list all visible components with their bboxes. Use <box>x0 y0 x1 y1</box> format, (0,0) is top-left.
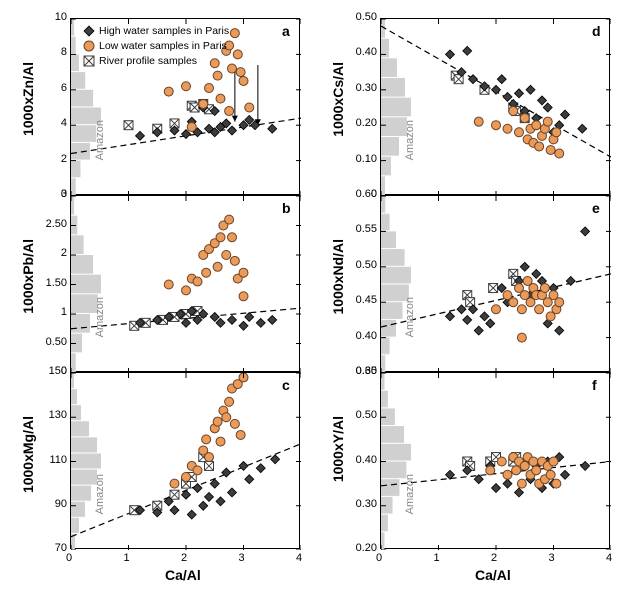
y-tick-label: 0.55 <box>356 223 377 235</box>
y-tick-label: 0.50 <box>356 11 377 23</box>
y-tick-label: 10 <box>55 11 67 23</box>
panel-d <box>380 18 610 195</box>
y-tick-label: 90 <box>55 498 67 510</box>
y-tick-label: 1.50 <box>46 277 67 289</box>
x-tick-label: 1 <box>434 552 440 564</box>
y-tick-label: 0.20 <box>356 542 377 554</box>
y-tick-label: 6 <box>61 82 67 94</box>
y-axis-label-f: 1000xY/Al <box>330 416 346 482</box>
x-axis-label: Ca/Al <box>475 567 511 583</box>
panel-f <box>380 372 610 549</box>
y-tick-label: 0.40 <box>356 454 377 466</box>
legend-icon <box>82 54 96 68</box>
y-tick-label: 110 <box>49 454 67 466</box>
x-tick-label: 0 <box>376 552 382 564</box>
x-tick-label: 4 <box>606 552 612 564</box>
y-tick-label: 0.45 <box>356 294 377 306</box>
panel-letter-f: f <box>592 377 597 393</box>
amazon-label-c: Amazon <box>94 474 106 514</box>
y-tick-label: 2.50 <box>46 218 67 230</box>
y-tick-label: 8 <box>61 46 67 58</box>
y-axis-label-e: 1000xNd/Al <box>330 239 346 314</box>
y-tick-label: 3 <box>61 188 67 200</box>
y-tick-label: 0.60 <box>356 188 377 200</box>
y-tick-label: 0.30 <box>356 82 377 94</box>
panel-c <box>70 372 300 549</box>
panel-letter-b: b <box>282 200 291 216</box>
y-tick-label: 0.40 <box>356 46 377 58</box>
y-axis-label-d: 1000xCs/Al <box>330 62 346 137</box>
panel-letter-d: d <box>592 23 601 39</box>
x-tick-label: 2 <box>181 552 187 564</box>
y-tick-label: 0.50 <box>356 409 377 421</box>
panel-letter-e: e <box>592 200 600 216</box>
y-axis-label-c: 1000xMg/Al <box>20 416 36 493</box>
amazon-label-a: Amazon <box>94 120 106 160</box>
y-tick-label: 150 <box>49 365 67 377</box>
y-axis-label-b: 1000xPb/Al <box>20 239 36 314</box>
amazon-label-e: Amazon <box>404 297 416 337</box>
amazon-label-f: Amazon <box>404 474 416 514</box>
y-tick-label: 0.20 <box>356 117 377 129</box>
legend-item: Low water samples in Paris <box>82 39 229 53</box>
legend-icon <box>82 39 96 53</box>
panel-letter-a: a <box>282 23 290 39</box>
x-tick-label: 3 <box>549 552 555 564</box>
y-tick-label: 2 <box>61 153 67 165</box>
legend: High water samples in Paris Low water sam… <box>82 24 229 69</box>
x-tick-label: 4 <box>296 552 302 564</box>
panel-e <box>380 195 610 372</box>
x-axis-label: Ca/Al <box>165 567 201 583</box>
y-axis-label-a: 1000xZn/Al <box>20 62 36 136</box>
panel-letter-c: c <box>282 377 290 393</box>
legend-label: Low water samples in Paris <box>99 40 227 52</box>
y-tick-label: 0.50 <box>356 259 377 271</box>
legend-item: River profile samples <box>82 54 229 68</box>
x-tick-label: 0 <box>66 552 72 564</box>
x-tick-label: 2 <box>491 552 497 564</box>
y-tick-label: 130 <box>49 409 67 421</box>
y-tick-label: 0.40 <box>356 330 377 342</box>
legend-icon <box>82 24 96 38</box>
amazon-label-b: Amazon <box>94 297 106 337</box>
y-tick-label: 4 <box>61 117 67 129</box>
y-tick-label: 2 <box>61 247 67 259</box>
x-tick-label: 3 <box>239 552 245 564</box>
y-tick-label: 0.10 <box>356 153 377 165</box>
y-tick-label: 0.50 <box>46 336 67 348</box>
legend-label: High water samples in Paris <box>99 25 229 37</box>
y-tick-label: 0.60 <box>356 365 377 377</box>
x-tick-label: 1 <box>124 552 130 564</box>
legend-item: High water samples in Paris <box>82 24 229 38</box>
panel-b <box>70 195 300 372</box>
legend-label: River profile samples <box>99 55 197 67</box>
y-tick-label: 0.30 <box>356 498 377 510</box>
y-tick-label: 1 <box>61 306 67 318</box>
amazon-label-d: Amazon <box>404 120 416 160</box>
